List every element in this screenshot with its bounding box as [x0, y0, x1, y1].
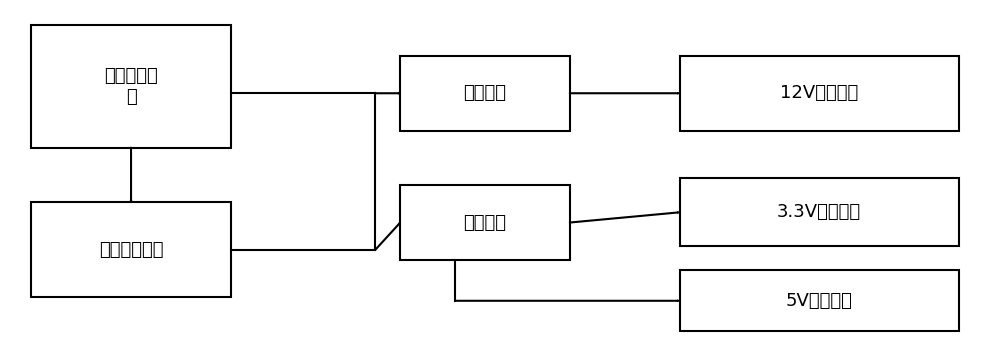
Text: 聚合物锂电池: 聚合物锂电池 — [99, 241, 163, 259]
Text: 12V稳压模块: 12V稳压模块 — [780, 84, 858, 102]
Text: 3.3V稳压模块: 3.3V稳压模块 — [777, 203, 861, 221]
Bar — [400, 56, 570, 131]
Bar — [31, 25, 231, 148]
Text: 升压模块: 升压模块 — [464, 84, 507, 102]
Text: 5V稳压模块: 5V稳压模块 — [786, 292, 853, 310]
Bar — [680, 178, 959, 246]
Bar — [31, 202, 231, 297]
Bar — [680, 270, 959, 331]
Bar — [680, 56, 959, 131]
Bar — [400, 185, 570, 260]
Text: 降压模块: 降压模块 — [464, 214, 507, 232]
Text: 充电管理模
块: 充电管理模 块 — [104, 67, 158, 106]
